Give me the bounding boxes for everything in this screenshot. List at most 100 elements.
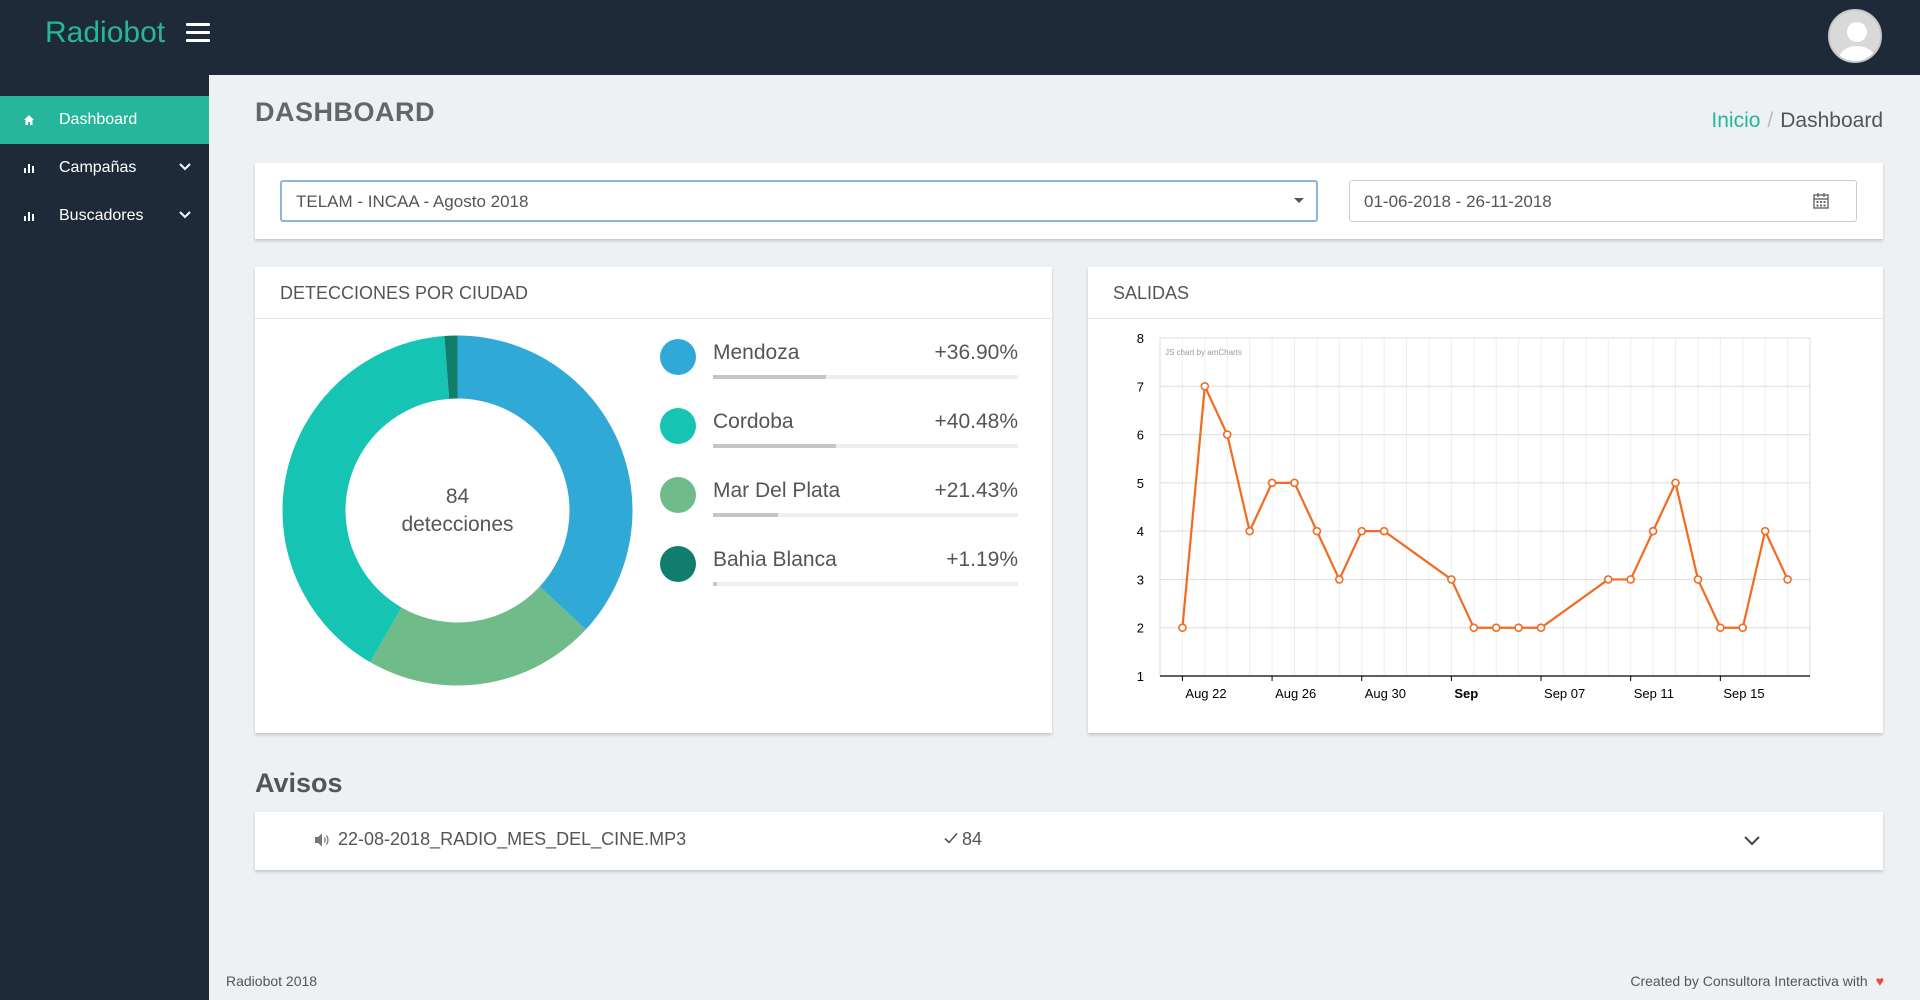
data-point[interactable] [1469,623,1479,633]
y-tick-label: 3 [1137,572,1144,587]
y-tick-label: 5 [1137,476,1144,491]
y-tick-label: 2 [1137,621,1144,636]
data-point[interactable] [1514,623,1523,633]
date-range-input[interactable]: 01-06-2018 - 26-11-2018 [1349,180,1857,222]
data-point[interactable] [1222,430,1232,439]
data-point[interactable] [1200,381,1210,391]
bar-chart-icon [20,207,38,225]
legend-progress-fill [713,444,837,448]
chevron-down-icon[interactable] [176,158,194,176]
campaign-select[interactable]: TELAM - INCAA - Agosto 2018 [280,180,1318,222]
donut-chart-svg [282,335,633,686]
speaker-icon [315,833,329,847]
filter-bar: TELAM - INCAA - Agosto 2018 01-06-2018 -… [255,163,1883,239]
legend-city-percent: +40.48% [934,410,1019,433]
salidas-line-chart: 1 2 3 4 5 6 7 8 Aug 22 Aug 26 Aug 30 Sep Sep 07 Sep 1… [1137,331,1811,701]
legend-city-name: Mendoza [713,341,800,364]
data-point[interactable] [1783,575,1792,584]
salidas-panel-title: SALIDAS [1088,267,1883,319]
chart-credit-label[interactable]: JS chart by amCharts [1165,348,1242,357]
x-tick-label: Aug 30 [1365,686,1406,701]
campaign-select-value: TELAM - INCAA - Agosto 2018 [296,192,529,211]
data-point[interactable] [1312,526,1322,536]
legend-city-percent: +1.19% [946,548,1018,571]
sidebar-item-buscadores[interactable]: Buscadores [0,192,209,240]
x-tick-label: Sep 11 [1634,686,1674,701]
legend-color-dot [660,408,696,444]
x-tick-label: Aug 26 [1275,686,1316,701]
data-point[interactable] [1335,575,1344,584]
heart-icon: ♥ [1875,973,1884,989]
x-tick-label: Sep [1454,686,1478,701]
legend-progress-track [713,513,1018,517]
data-point[interactable] [1716,623,1725,633]
sidebar-item-dashboard[interactable]: Dashboard [0,96,209,144]
donut-slice-mar-del-plata[interactable] [370,586,586,686]
sidebar-item-label: Campañas [59,159,137,176]
data-point[interactable] [1760,526,1770,536]
detecciones-panel-title: DETECCIONES POR CIUDAD [255,267,1052,319]
data-point[interactable] [1178,623,1187,633]
calendar-icon[interactable] [1812,192,1830,210]
page-title: DASHBOARD [255,97,435,127]
y-tick-label: 8 [1137,331,1144,346]
data-point[interactable] [1379,526,1389,536]
footer-copyright: Radiobot 2018 [226,973,318,989]
menu-toggle-icon[interactable] [186,23,210,43]
legend-item-mendoza[interactable]: Mendoza +36.90% [660,339,1018,408]
data-point[interactable] [1357,526,1367,536]
legend-color-dot [660,477,696,513]
legend-progress-fill [713,375,826,379]
data-point[interactable] [1671,478,1680,488]
y-tick-label: 7 [1137,379,1144,394]
series-line [1181,385,1789,629]
footer-credit-text: Created by Consultora Interactiva with [1630,973,1868,989]
legend-item-cordoba[interactable]: Cordoba +40.48% [660,408,1018,477]
donut-center-label: 84 detecciones [280,333,635,688]
date-range-value: 01-06-2018 - 26-11-2018 [1364,192,1552,211]
legend-color-dot [660,546,696,582]
y-tick-label: 6 [1137,428,1144,443]
footer-credit: Created by Consultora Interactiva with ♥ [1630,973,1884,989]
donut-slice-mendoza[interactable] [457,335,633,630]
legend-progress-fill [713,513,779,517]
data-point[interactable] [1290,478,1299,488]
data-point[interactable] [1267,478,1277,488]
donut-slice-cordoba[interactable] [282,335,450,663]
aviso-row[interactable]: 22-08-2018_RADIO_MES_DEL_CINE.MP3 84 [255,812,1883,870]
aviso-count: 84 [962,829,983,849]
data-point[interactable] [1491,623,1501,633]
legend-city-percent: +21.43% [934,479,1019,502]
legend-item-mar-del-plata[interactable]: Mar Del Plata +21.43% [660,477,1018,546]
data-point[interactable] [1536,623,1546,633]
salidas-panel: SALIDAS 1 2 3 4 5 6 7 8 Aug 22 Aug 26 Aug 30 Sep Sep… [1088,267,1883,733]
user-avatar[interactable] [1828,9,1882,63]
legend-city-name: Cordoba [713,410,794,433]
donut-slice-bahia-blanca[interactable] [444,335,458,399]
data-point[interactable] [1603,575,1613,584]
brand-logo[interactable]: Radiobot [45,16,166,49]
data-point[interactable] [1648,526,1658,536]
user-silhouette-icon [1839,22,1875,61]
detections-total: 84 [445,484,470,508]
chevron-down-icon[interactable] [176,206,194,224]
data-point[interactable] [1693,575,1703,584]
legend-city-name: Bahia Blanca [713,548,837,571]
x-tick-label: Sep 15 [1723,686,1764,701]
x-tick-label: Sep 07 [1544,686,1585,701]
sidebar: Dashboard Campañas Buscadores [0,75,209,1000]
data-point[interactable] [1738,623,1748,633]
chevron-down-icon[interactable] [1742,830,1762,850]
data-point[interactable] [1626,575,1635,584]
y-tick-label: 4 [1137,524,1144,539]
sidebar-item-campanas[interactable]: Campañas [0,144,209,192]
legend-item-bahia-blanca[interactable]: Bahia Blanca +1.19% [660,546,1018,615]
breadcrumb-home-link[interactable]: Inicio [1711,109,1761,132]
legend-color-dot [660,339,696,375]
data-point[interactable] [1447,575,1456,584]
detecciones-panel: DETECCIONES POR CIUDAD 84 detecciones Me… [255,267,1052,733]
city-legend: Mendoza +36.90% Cordoba +40.48% Mar Del Plat… [660,339,1018,615]
bar-chart-icon [20,159,38,177]
data-point[interactable] [1245,526,1254,536]
detections-total-label: detecciones [401,512,514,536]
